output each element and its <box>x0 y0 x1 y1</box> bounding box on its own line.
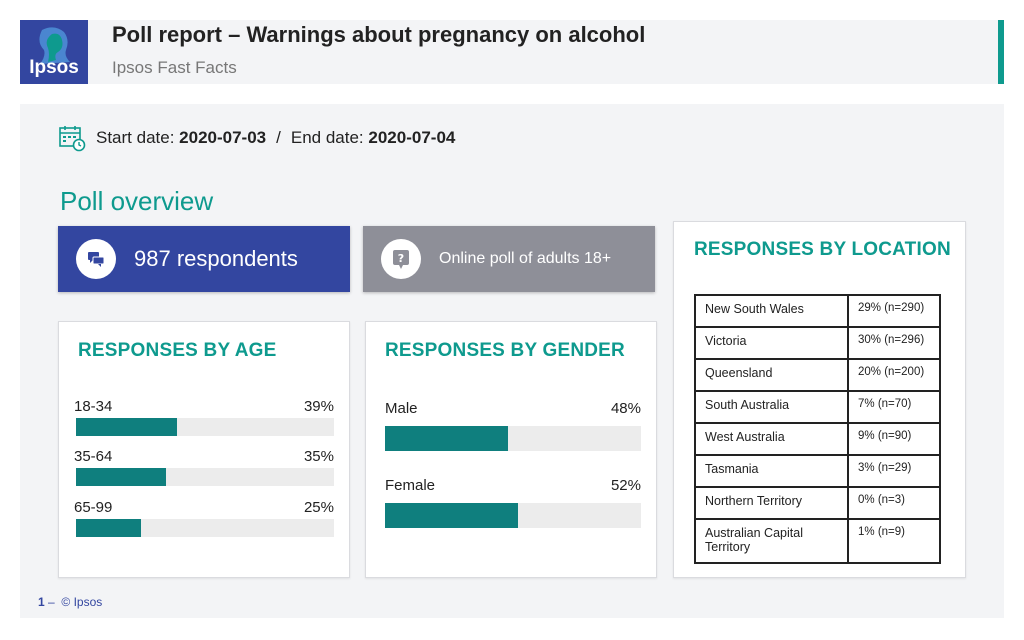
gender-row: Male 48% <box>385 400 641 452</box>
location-name: South Australia <box>694 390 849 424</box>
location-value: 29% (n=290) <box>847 294 941 328</box>
gender-row-label: Female <box>385 477 436 494</box>
age-row-pct: 39% <box>303 398 334 415</box>
table-row: South Australia 7% (n=70) <box>694 390 941 424</box>
table-row: Northern Territory 0% (n=3) <box>694 486 941 520</box>
responses-by-age-card: RESPONSES BY AGE 18-34 39% 35-64 35% 65-… <box>58 321 350 578</box>
end-date-label: End date: <box>290 128 364 147</box>
age-row: 18-34 39% <box>74 398 334 440</box>
logo-text: Ipsos <box>29 57 79 78</box>
page-number: 1 <box>38 595 45 609</box>
age-row-pct: 25% <box>303 499 334 516</box>
page-subtitle: Ipsos Fast Facts <box>112 58 237 77</box>
age-bar-track <box>76 468 334 486</box>
location-name: Tasmania <box>694 454 849 488</box>
location-value: 30% (n=296) <box>847 326 941 360</box>
location-value: 3% (n=29) <box>847 454 941 488</box>
poll-dates: Start date: 2020-07-03 / End date: 2020-… <box>58 124 455 152</box>
header-bar <box>20 20 1004 84</box>
location-value: 9% (n=90) <box>847 422 941 456</box>
end-date-value: 2020-07-04 <box>368 128 456 147</box>
gender-bar-fill <box>385 503 519 528</box>
location-value: 1% (n=9) <box>847 518 941 564</box>
table-row: Tasmania 3% (n=29) <box>694 454 941 488</box>
footer-dash: – <box>48 595 55 609</box>
header-accent-bar <box>998 20 1004 84</box>
copyright: © Ipsos <box>61 595 103 609</box>
location-value: 7% (n=70) <box>847 390 941 424</box>
start-date-value: 2020-07-03 <box>179 128 267 147</box>
respondents-count: 987 respondents <box>134 246 298 271</box>
responses-by-location-card: RESPONSES BY LOCATION New South Wales 29%… <box>673 221 966 578</box>
method-tile: ? Online poll of adults 18+ <box>363 226 655 292</box>
gender-row: Female 52% <box>385 477 641 529</box>
age-bar-track <box>76 519 334 537</box>
page-footer: 1 – © Ipsos <box>38 595 102 609</box>
gender-row-pct: 48% <box>610 400 641 417</box>
age-row-label: 18-34 <box>74 398 113 415</box>
question-icon: ? <box>381 239 421 279</box>
location-name: Northern Territory <box>694 486 849 520</box>
age-card-title: RESPONSES BY AGE <box>78 340 277 361</box>
poll-overview-heading: Poll overview <box>60 186 214 216</box>
location-value: 0% (n=3) <box>847 486 941 520</box>
ipsos-logo: Ipsos <box>20 20 88 84</box>
gender-bar-fill <box>385 426 508 451</box>
svg-text:?: ? <box>398 252 404 265</box>
location-value: 20% (n=200) <box>847 358 941 392</box>
table-row: Australian Capital Territory 1% (n=9) <box>694 518 941 564</box>
gender-row-pct: 52% <box>610 477 641 494</box>
age-row-label: 65-99 <box>74 499 113 516</box>
page-title: Poll report – Warnings about pregnancy o… <box>112 22 646 47</box>
responses-by-gender-card: RESPONSES BY GENDER Male 48% Female 52% <box>365 321 657 578</box>
table-row: West Australia 9% (n=90) <box>694 422 941 456</box>
location-name: Queensland <box>694 358 849 392</box>
age-row: 65-99 25% <box>74 499 334 541</box>
gender-bar-track <box>385 426 641 451</box>
age-bar-fill <box>76 418 177 436</box>
location-name: West Australia <box>694 422 849 456</box>
chat-bubble-icon <box>76 239 116 279</box>
age-bar-fill <box>76 519 141 537</box>
location-name: Victoria <box>694 326 849 360</box>
table-row: Victoria 30% (n=296) <box>694 326 941 360</box>
logo-silhouette-icon <box>39 27 70 64</box>
age-row-label: 35-64 <box>74 448 113 465</box>
age-bar-fill <box>76 468 167 486</box>
location-name: Australian Capital Territory <box>694 518 849 564</box>
table-row: Queensland 20% (n=200) <box>694 358 941 392</box>
method-description: Online poll of adults 18+ <box>439 250 612 267</box>
date-separator: / <box>276 128 281 147</box>
respondents-tile: 987 respondents <box>58 226 350 292</box>
age-row: 35-64 35% <box>74 448 334 490</box>
age-bar-track <box>76 418 334 436</box>
gender-row-label: Male <box>385 400 418 417</box>
gender-card-title: RESPONSES BY GENDER <box>385 340 625 361</box>
location-table: New South Wales 29% (n=290) Victoria 30% (… <box>694 294 941 564</box>
gender-bar-track <box>385 503 641 528</box>
location-card-title: RESPONSES BY LOCATION <box>694 239 951 260</box>
location-name: New South Wales <box>694 294 849 328</box>
age-row-pct: 35% <box>303 448 334 465</box>
start-date-label: Start date: <box>96 128 175 147</box>
calendar-icon <box>59 126 86 152</box>
table-row: New South Wales 29% (n=290) <box>694 294 941 328</box>
